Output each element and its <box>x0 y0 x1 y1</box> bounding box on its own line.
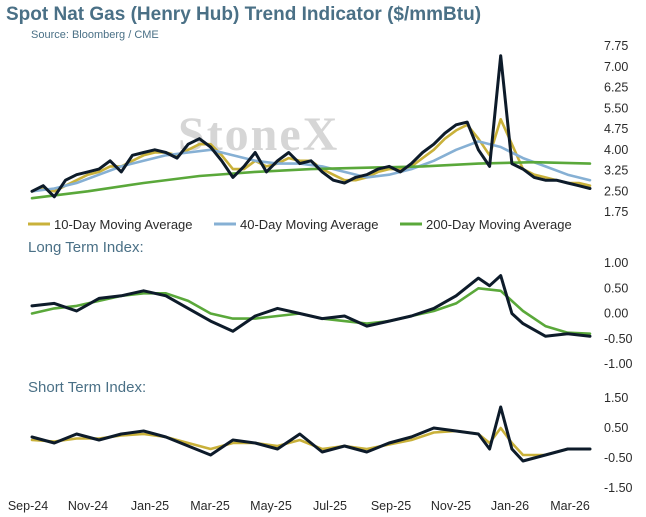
price-panel: 7.75 7.00 6.25 5.50 4.75 4.00 3.25 2.50 1.75 <box>30 39 628 219</box>
price-y-tick-label: 7.75 <box>604 39 628 53</box>
x-tick-label: Nov-24 <box>68 499 108 513</box>
price-y-tick-label: 6.25 <box>604 81 628 95</box>
long-term-index-line <box>30 274 592 338</box>
price-y-tick-label: 7.00 <box>604 60 628 74</box>
long-term-panel: 1.00 0.50 0.00 -0.50 -1.00 <box>30 256 633 371</box>
price-legend: 10-Day Moving Average 40-Day Moving Avera… <box>28 217 572 232</box>
long-term-y-tick-label: 0.00 <box>604 307 628 321</box>
stonex-watermark: StoneX <box>178 108 339 161</box>
price-y-tick-label: 1.75 <box>604 205 628 219</box>
ma40-legend-label: 40-Day Moving Average <box>240 217 379 232</box>
ma200-legend-label: 200-Day Moving Average <box>426 217 572 232</box>
short-term-y-tick-label: -1.50 <box>604 481 633 495</box>
x-tick-label: Mar-25 <box>190 499 230 513</box>
long-term-y-tick-label: -0.50 <box>604 332 633 346</box>
short-term-y-tick-label: 1.50 <box>604 391 628 405</box>
price-y-tick-label: 4.00 <box>604 143 628 157</box>
x-axis: Sep-24 Nov-24 Jan-25 Mar-25 May-25 Jul-25 Sep-… <box>8 499 590 513</box>
x-tick-label: Mar-26 <box>550 499 590 513</box>
chart-title: Spot Nat Gas (Henry Hub) Trend Indicator… <box>6 4 482 25</box>
ma200-line <box>30 160 592 200</box>
price-y-tick-label: 5.50 <box>604 101 628 115</box>
ma10-legend-label: 10-Day Moving Average <box>54 217 193 232</box>
spot-price-line <box>30 54 592 199</box>
x-tick-label: Nov-25 <box>431 499 471 513</box>
chart-source: Source: Bloomberg / CME <box>31 29 159 41</box>
long-term-y-tick-label: 1.00 <box>604 256 628 270</box>
price-y-tick-label: 3.25 <box>604 164 628 178</box>
x-tick-label: Sep-24 <box>8 499 48 513</box>
x-tick-label: Jan-26 <box>491 499 529 513</box>
short-term-panel-title: Short Term Index: <box>28 379 147 396</box>
x-tick-label: May-25 <box>250 499 292 513</box>
x-tick-label: Jul-25 <box>313 499 347 513</box>
short-term-panel: 1.50 0.50 -0.50 -1.50 <box>30 391 633 495</box>
price-y-tick-label: 2.50 <box>604 184 628 198</box>
short-term-y-tick-label: 0.50 <box>604 421 628 435</box>
short-term-y-tick-label: -0.50 <box>604 451 633 465</box>
short-term-index-line <box>30 405 592 463</box>
price-y-tick-label: 4.75 <box>604 122 628 136</box>
long-term-y-tick-label: 0.50 <box>604 281 628 295</box>
long-term-panel-title: Long Term Index: <box>28 239 144 256</box>
x-tick-label: Sep-25 <box>371 499 411 513</box>
long-term-y-tick-label: -1.00 <box>604 357 633 371</box>
x-tick-label: Jan-25 <box>131 499 169 513</box>
